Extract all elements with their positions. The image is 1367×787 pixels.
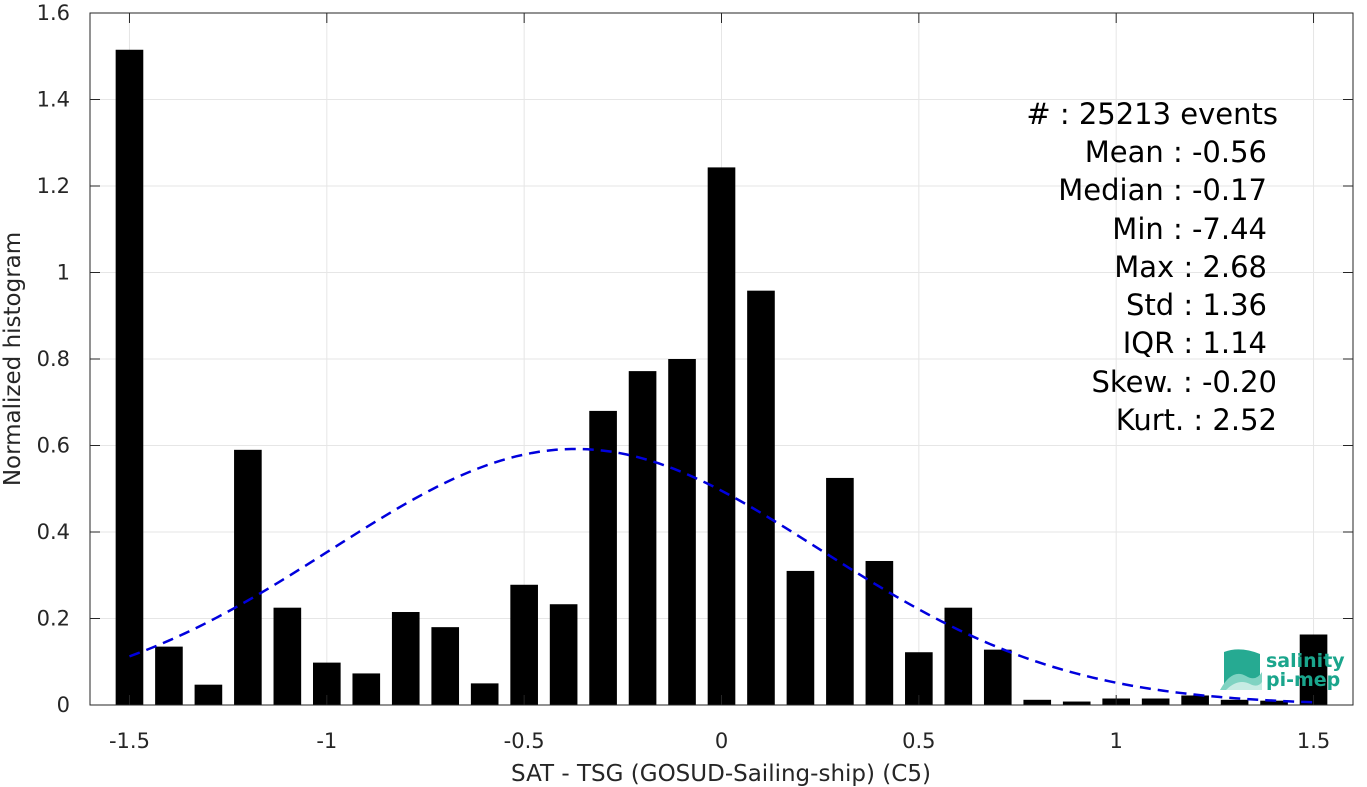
histogram-bar	[747, 290, 775, 705]
stat-kurt: Kurt. : 2.52	[1116, 403, 1277, 437]
wave-logo-icon	[1220, 649, 1262, 690]
x-tick-label: 1.5	[1297, 729, 1330, 753]
histogram-bar	[234, 449, 262, 705]
histogram-bar	[865, 560, 894, 705]
histogram-bar	[1023, 699, 1052, 705]
statistics-box: # : 25213 events Mean : -0.56 Median : -…	[1026, 97, 1278, 437]
x-tick-label: -1	[316, 729, 337, 753]
histogram-bar	[589, 410, 617, 705]
stat-min: Min : -7.44	[1112, 212, 1267, 246]
histogram-bar	[1141, 698, 1170, 705]
histogram-bar	[786, 570, 815, 705]
histogram-bar	[1260, 700, 1288, 705]
histogram-bar	[194, 684, 223, 705]
y-tick-label: 0	[57, 693, 70, 717]
y-tick-label: 0.4	[37, 520, 70, 544]
y-tick-label: 1.6	[37, 1, 70, 25]
y-tick-label: 0.6	[37, 434, 70, 458]
histogram-bar	[628, 371, 657, 705]
histogram-bar	[115, 49, 144, 705]
x-axis-label: SAT - TSG (GOSUD-Sailing-ship) (C5)	[511, 761, 931, 787]
x-tick-label: -1.5	[109, 729, 150, 753]
y-tick-label: 1	[57, 261, 70, 285]
histogram-bar	[431, 627, 460, 705]
logo-text-pimep: pi-mep	[1266, 669, 1340, 691]
histogram-bars	[115, 49, 1328, 706]
y-tick-labels: 0 0.2 0.4 0.6 0.8 1 1.2 1.4 1.6	[37, 1, 70, 717]
stat-max: Max : 2.68	[1114, 250, 1267, 284]
gaussian-fit-curve	[129, 447, 1314, 704]
stat-std: Std : 1.36	[1126, 288, 1267, 322]
histogram-bar	[983, 649, 1012, 705]
stat-iqr: IQR : 1.14	[1123, 326, 1267, 360]
y-tick-label: 1.2	[37, 174, 70, 198]
stat-median: Median : -0.17	[1058, 173, 1267, 207]
y-tick-label: 1.4	[37, 88, 70, 112]
histogram-bar	[1299, 634, 1328, 705]
histogram-bar	[1220, 699, 1249, 705]
salinity-pimep-logo: salinity pi-mep	[1220, 649, 1345, 691]
histogram-bar	[1181, 695, 1209, 705]
histogram-bar	[549, 604, 578, 705]
x-tick-label: 1	[1110, 729, 1123, 753]
histogram-bar	[707, 167, 736, 706]
histogram-bar	[510, 584, 538, 705]
histogram-bar	[944, 607, 973, 705]
x-tick-label: 0.5	[902, 729, 935, 753]
stat-mean: Mean : -0.56	[1085, 135, 1267, 169]
histogram-bar	[826, 477, 854, 705]
x-tick-labels: -1.5 -1 -0.5 0 0.5 1 1.5	[109, 729, 1330, 753]
stat-skew: Skew. : -0.20	[1091, 365, 1277, 399]
x-tick-label: -0.5	[504, 729, 545, 753]
axis-ticks	[90, 12, 1353, 706]
histogram-bar	[352, 673, 381, 705]
histogram-bar	[470, 683, 499, 705]
histogram-bar	[668, 359, 696, 705]
logo-text-salinity: salinity	[1266, 650, 1345, 672]
y-tick-label: 0.8	[37, 347, 70, 371]
y-tick-label: 0.2	[37, 607, 70, 631]
stat-events: # : 25213 events	[1026, 97, 1278, 131]
histogram-bar	[155, 646, 183, 705]
y-axis-label: Normalized histogram	[0, 232, 26, 486]
histogram-bar	[273, 607, 302, 705]
histogram-bar	[1062, 701, 1091, 705]
x-tick-label: 0	[715, 729, 728, 753]
histogram-bar	[391, 612, 420, 705]
